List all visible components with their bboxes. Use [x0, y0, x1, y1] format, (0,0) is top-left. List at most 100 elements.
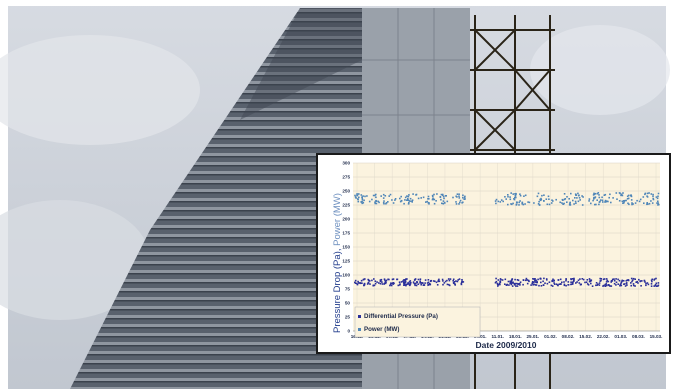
- pressure-point: [526, 279, 529, 281]
- power-point: [537, 203, 540, 205]
- pressure-point: [369, 283, 371, 285]
- pressure-point: [441, 278, 444, 281]
- pressure-point: [657, 285, 659, 287]
- power-point: [374, 202, 376, 205]
- pressure-point: [619, 284, 621, 287]
- y-tick-label: 75: [345, 287, 351, 292]
- pressure-point: [405, 278, 407, 280]
- x-tick-label: 25.01.: [526, 334, 539, 339]
- pressure-point: [637, 282, 639, 284]
- pressure-point: [371, 279, 373, 282]
- pressure-point: [584, 281, 586, 284]
- pressure-point: [453, 282, 455, 285]
- pressure-point: [354, 282, 357, 284]
- power-point: [578, 197, 581, 199]
- power-point: [384, 195, 387, 197]
- pressure-point: [413, 283, 416, 285]
- pressure-point: [577, 279, 580, 282]
- pressure-point: [416, 281, 418, 283]
- power-point: [356, 193, 358, 195]
- power-point: [363, 199, 365, 202]
- power-point: [356, 194, 359, 197]
- pressure-point: [604, 285, 607, 287]
- pressure-point: [653, 285, 655, 287]
- pressure-point: [522, 283, 524, 286]
- power-point: [655, 196, 658, 198]
- power-point: [377, 200, 379, 203]
- pressure-point: [422, 284, 425, 286]
- pressure-point: [646, 282, 649, 284]
- power-point: [385, 202, 387, 205]
- power-point: [643, 202, 645, 204]
- power-point: [596, 199, 598, 201]
- power-point: [594, 203, 596, 206]
- pressure-point: [635, 281, 637, 283]
- pressure-point: [356, 283, 359, 286]
- y-tick-label: 300: [342, 161, 350, 166]
- pressure-point: [374, 282, 377, 285]
- pressure-point: [460, 282, 463, 285]
- power-point: [442, 194, 444, 196]
- pressure-point: [657, 284, 660, 287]
- power-point: [592, 194, 595, 196]
- power-point: [372, 194, 375, 197]
- pressure-point: [389, 284, 391, 287]
- power-point: [441, 202, 443, 205]
- x-tick-label: 01.02.: [544, 334, 557, 339]
- power-point: [368, 200, 371, 203]
- pressure-point: [624, 285, 627, 287]
- x-tick-label: 18.01.: [509, 334, 522, 339]
- pressure-point: [378, 282, 380, 284]
- pressure-point: [531, 282, 534, 284]
- power-point: [462, 201, 464, 204]
- power-point: [619, 192, 621, 195]
- pressure-point: [500, 278, 502, 281]
- power-point: [455, 201, 457, 203]
- pressure-point: [597, 283, 599, 285]
- pressure-point: [506, 283, 508, 286]
- y-tick-label: 225: [342, 203, 350, 208]
- power-point: [615, 192, 618, 194]
- power-point: [399, 197, 401, 200]
- pressure-point: [499, 278, 502, 280]
- power-point: [550, 202, 553, 204]
- legend: Differential Pressure (Pa) Power (MW): [354, 306, 481, 338]
- pressure-point: [655, 285, 658, 287]
- legend-label-power: Power (MW): [364, 326, 399, 333]
- power-point: [408, 202, 410, 204]
- power-point: [380, 195, 382, 197]
- power-point: [509, 196, 511, 198]
- pressure-point: [567, 281, 570, 283]
- pressure-point: [446, 279, 448, 282]
- pressure-point: [448, 283, 450, 286]
- power-point: [594, 196, 597, 198]
- power-point: [411, 201, 413, 203]
- power-point: [652, 195, 654, 198]
- pressure-point: [403, 283, 406, 285]
- pressure-point: [404, 284, 406, 286]
- pressure-point: [581, 278, 584, 280]
- power-point: [425, 201, 427, 203]
- pressure-point: [640, 285, 642, 287]
- power-point: [573, 203, 575, 205]
- pressure-point: [605, 278, 608, 280]
- pressure-point: [596, 284, 599, 286]
- pressure-point: [517, 283, 519, 285]
- pressure-point: [650, 283, 653, 285]
- pressure-point: [604, 283, 606, 286]
- power-point: [409, 197, 412, 200]
- power-point: [400, 199, 403, 202]
- pressure-point: [384, 282, 387, 285]
- power-point: [507, 195, 509, 198]
- pressure-point: [570, 283, 572, 286]
- power-point: [499, 201, 502, 203]
- power-point: [406, 195, 408, 197]
- pressure-point: [406, 278, 408, 280]
- pressure-point: [398, 281, 401, 283]
- pressure-point: [557, 279, 560, 281]
- pressure-point: [619, 283, 622, 286]
- pressure-point: [516, 285, 519, 287]
- pressure-point: [650, 285, 653, 287]
- pressure-point: [565, 279, 567, 282]
